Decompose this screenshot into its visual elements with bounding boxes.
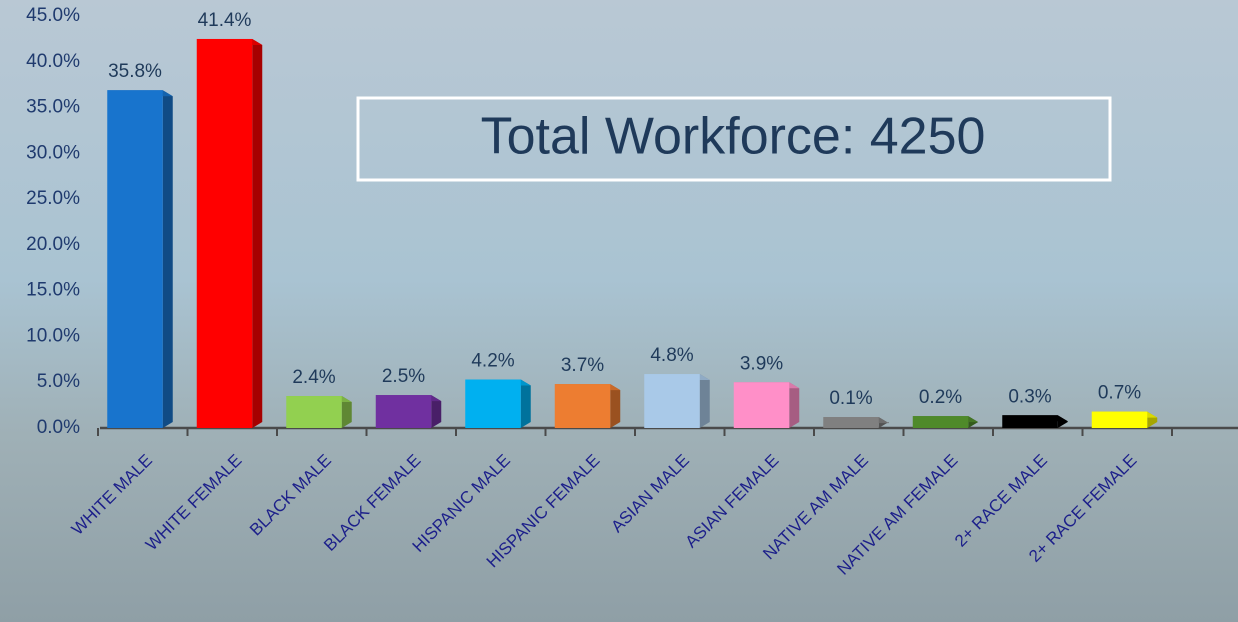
value-label: 2.4% (292, 367, 335, 388)
value-label: 35.8% (108, 61, 162, 82)
y-tick-label: 30.0% (26, 142, 80, 163)
bar (913, 416, 968, 428)
annotation: Total Workforce: 4250 (481, 108, 986, 166)
y-tick-label: 5.0% (37, 371, 80, 392)
y-tick-label: 20.0% (26, 234, 80, 255)
bar-side (789, 382, 799, 428)
y-tick-label: 25.0% (26, 188, 80, 209)
y-tick-label: 15.0% (26, 280, 80, 301)
bar-side (163, 90, 173, 428)
bar-side (610, 384, 620, 428)
y-tick-label: 40.0% (26, 51, 80, 72)
bar-side (521, 380, 531, 428)
value-label: 0.7% (1098, 383, 1141, 404)
bar (107, 90, 162, 428)
value-label: 0.3% (1008, 386, 1051, 407)
y-tick-label: 10.0% (26, 325, 80, 346)
y-tick-label: 0.0% (37, 417, 80, 438)
value-label: 4.8% (650, 345, 693, 366)
bar (376, 395, 431, 428)
bar (286, 396, 341, 428)
value-label: 2.5% (382, 366, 425, 387)
bar (734, 382, 789, 428)
bar (465, 380, 520, 428)
value-label: 3.9% (740, 353, 783, 374)
chart: Total Workforce: 4250 0.0% 5.0% 10.0% 15.0%… (0, 0, 1238, 622)
value-label: 41.4% (198, 10, 252, 31)
bar (823, 417, 878, 428)
value-label: 4.2% (471, 351, 514, 372)
bar-side (252, 39, 262, 428)
value-label: 0.2% (919, 387, 962, 408)
bar (197, 39, 252, 428)
bar (1092, 412, 1147, 428)
y-tick-label: 45.0% (26, 5, 80, 26)
y-tick-label: 35.0% (26, 97, 80, 118)
bar-side (700, 374, 710, 428)
bar (555, 384, 610, 428)
value-label: 3.7% (561, 355, 604, 376)
value-label: 0.1% (829, 388, 872, 409)
bar (644, 374, 699, 428)
bar (1002, 415, 1057, 428)
